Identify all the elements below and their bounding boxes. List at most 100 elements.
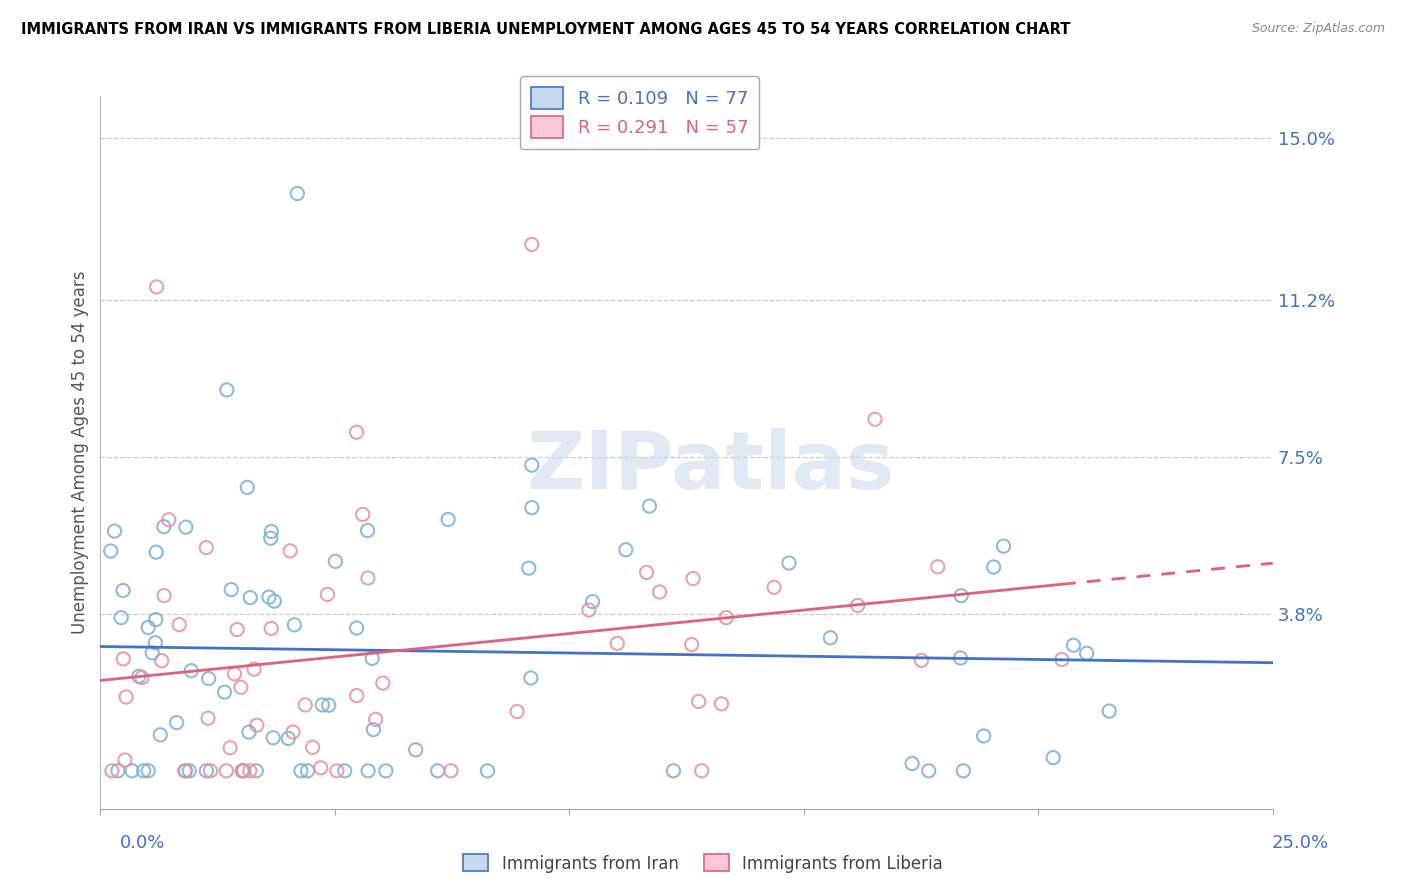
Point [520,237,543,252]
Point [112,652,135,666]
Point [356,524,378,538]
Point [257,590,280,604]
Point [297,764,319,778]
Point [150,654,173,668]
Point [245,764,267,778]
Point [426,764,449,778]
Point [128,669,150,683]
Point [316,587,339,601]
Point [318,698,340,713]
Text: 0.0%: 0.0% [120,834,165,852]
Point [238,725,260,739]
Point [152,519,174,533]
Point [690,764,713,778]
Point [136,620,159,634]
Point [141,646,163,660]
Point [846,599,869,613]
Point [517,561,540,575]
Point [215,383,238,397]
Point [371,676,394,690]
Point [214,685,236,699]
Point [145,613,167,627]
Point [153,589,176,603]
Point [285,186,308,201]
Point [114,753,136,767]
Point [346,425,368,440]
Legend: R = 0.109   N = 77, R = 0.291   N = 57: R = 0.109 N = 77, R = 0.291 N = 57 [520,77,759,149]
Point [174,764,197,778]
Point [863,412,886,426]
Point [682,572,704,586]
Point [157,513,180,527]
Point [219,740,242,755]
Point [215,764,238,778]
Point [107,764,129,778]
Point [277,731,299,746]
Point [1076,646,1098,660]
Point [231,764,253,778]
Point [983,560,1005,574]
Point [294,698,316,712]
Point [243,662,266,676]
Point [115,690,138,704]
Point [263,594,285,608]
Point [169,617,191,632]
Point [333,764,356,778]
Point [716,610,738,624]
Text: 25.0%: 25.0% [1271,834,1329,852]
Point [477,764,499,778]
Point [166,715,188,730]
Point [197,711,219,725]
Legend: Immigrants from Iran, Immigrants from Liberia: Immigrants from Iran, Immigrants from Li… [457,847,949,880]
Point [236,480,259,494]
Point [145,280,167,294]
Point [145,545,167,559]
Text: Source: ZipAtlas.com: Source: ZipAtlas.com [1251,22,1385,36]
Point [283,618,305,632]
Point [232,764,254,778]
Point [973,729,995,743]
Point [278,544,301,558]
Point [325,554,347,568]
Point [440,764,463,778]
Point [506,705,529,719]
Point [260,524,283,539]
Point [952,764,974,778]
Point [103,524,125,538]
Point [993,539,1015,553]
Point [581,594,603,608]
Point [143,636,166,650]
Point [219,582,242,597]
Point [361,651,384,665]
Point [901,756,924,771]
Point [520,500,543,515]
Point [1098,704,1121,718]
Point [195,541,218,555]
Point [820,631,842,645]
Point [239,764,262,778]
Point [688,694,710,708]
Point [197,672,219,686]
Point [290,764,312,778]
Point [262,731,284,745]
Point [260,622,283,636]
Point [710,697,733,711]
Point [606,636,628,650]
Point [927,559,949,574]
Point [437,512,460,526]
Point [301,740,323,755]
Point [195,764,218,778]
Point [136,764,159,778]
Point [180,664,202,678]
Point [910,653,932,667]
Point [374,764,396,778]
Point [778,556,800,570]
Point [352,508,374,522]
Point [311,698,333,712]
Point [131,671,153,685]
Point [112,583,135,598]
Text: IMMIGRANTS FROM IRAN VS IMMIGRANTS FROM LIBERIA UNEMPLOYMENT AMONG AGES 45 TO 54: IMMIGRANTS FROM IRAN VS IMMIGRANTS FROM … [21,22,1070,37]
Point [226,623,249,637]
Point [681,638,703,652]
Point [173,764,195,778]
